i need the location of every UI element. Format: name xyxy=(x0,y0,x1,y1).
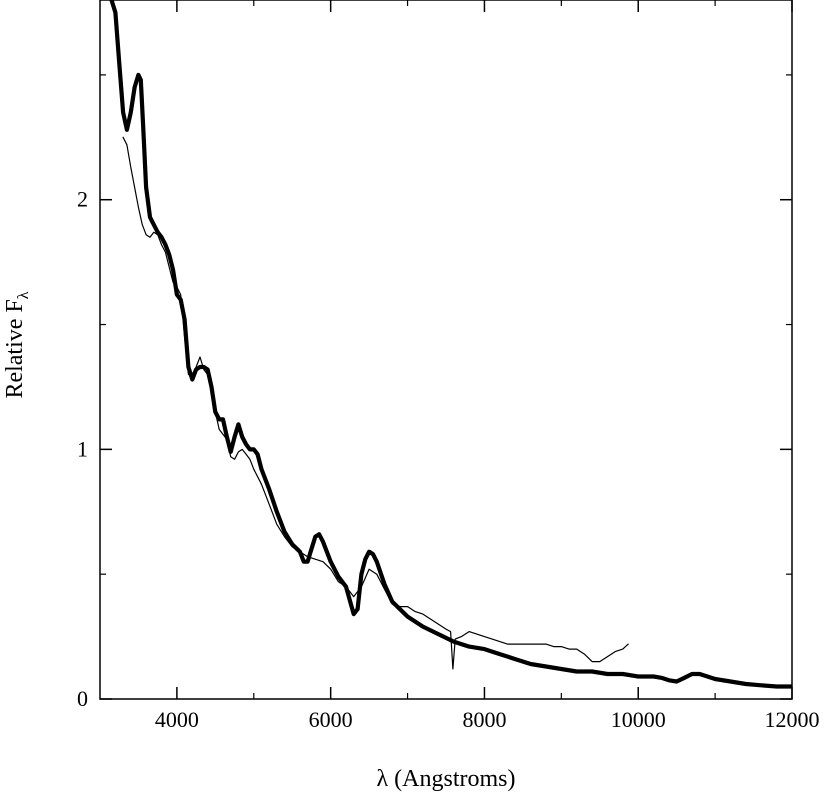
x-tick-label: 4000 xyxy=(155,707,199,732)
x-tick-label: 6000 xyxy=(309,707,353,732)
y-axis-label-subscript: λ xyxy=(15,291,32,299)
observed-spectrum-line xyxy=(122,136,629,670)
axis-ticks xyxy=(100,0,793,700)
series-layer xyxy=(109,0,792,689)
x-tick-label: 10000 xyxy=(611,707,666,732)
y-tick-label: 2 xyxy=(77,187,88,212)
model-spectrum-line xyxy=(109,0,792,689)
y-tick-label: 1 xyxy=(77,436,88,461)
y-axis-label-main: Relative F xyxy=(2,299,28,398)
tick-labels: 4000 6000 8000 10000 12000 0 1 2 xyxy=(77,187,820,732)
y-axis-label: Relative Fλ xyxy=(2,291,32,398)
x-axis-label: λ (Angstroms) xyxy=(377,766,516,792)
plot-frame xyxy=(99,0,793,700)
x-tick-label: 8000 xyxy=(462,707,506,732)
y-tick-label: 0 xyxy=(77,686,88,711)
x-tick-label: 12000 xyxy=(765,707,820,732)
